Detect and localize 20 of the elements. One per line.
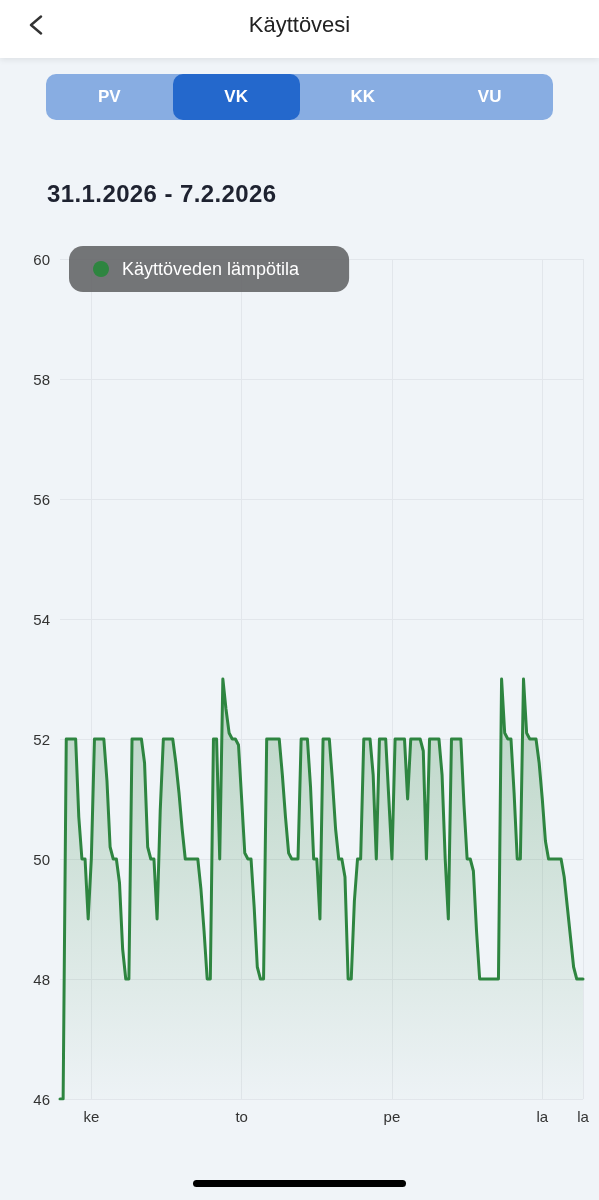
chart-title: Käyttövesi xyxy=(248,12,351,37)
y-tick-label: 56 xyxy=(33,490,50,508)
x-tick-label: to xyxy=(235,1108,248,1125)
y-tick-label: 46 xyxy=(33,1090,50,1108)
legend-label: Käyttöveden lämpötila xyxy=(122,259,301,279)
y-tick-label: 52 xyxy=(33,730,50,748)
tab[interactable]: KK xyxy=(299,74,427,120)
x-tick-label: ke xyxy=(83,1108,100,1125)
tab[interactable]: VU xyxy=(426,74,553,120)
x-tick-label: la xyxy=(577,1108,590,1125)
y-tick-label: 50 xyxy=(33,850,50,868)
y-tick-label: 48 xyxy=(33,970,50,988)
y-tick-label: 60 xyxy=(33,250,50,268)
y-tick-label: 54 xyxy=(33,610,50,628)
tab[interactable]: PV xyxy=(46,74,173,120)
x-tick-label: pe xyxy=(383,1108,401,1125)
selected-tab[interactable]: VK xyxy=(172,74,300,120)
y-tick-label: 58 xyxy=(33,370,50,388)
chart-subtitle: 31.1.2026 - 7.2.2026 xyxy=(47,180,277,208)
x-tick-label: la xyxy=(536,1108,549,1125)
